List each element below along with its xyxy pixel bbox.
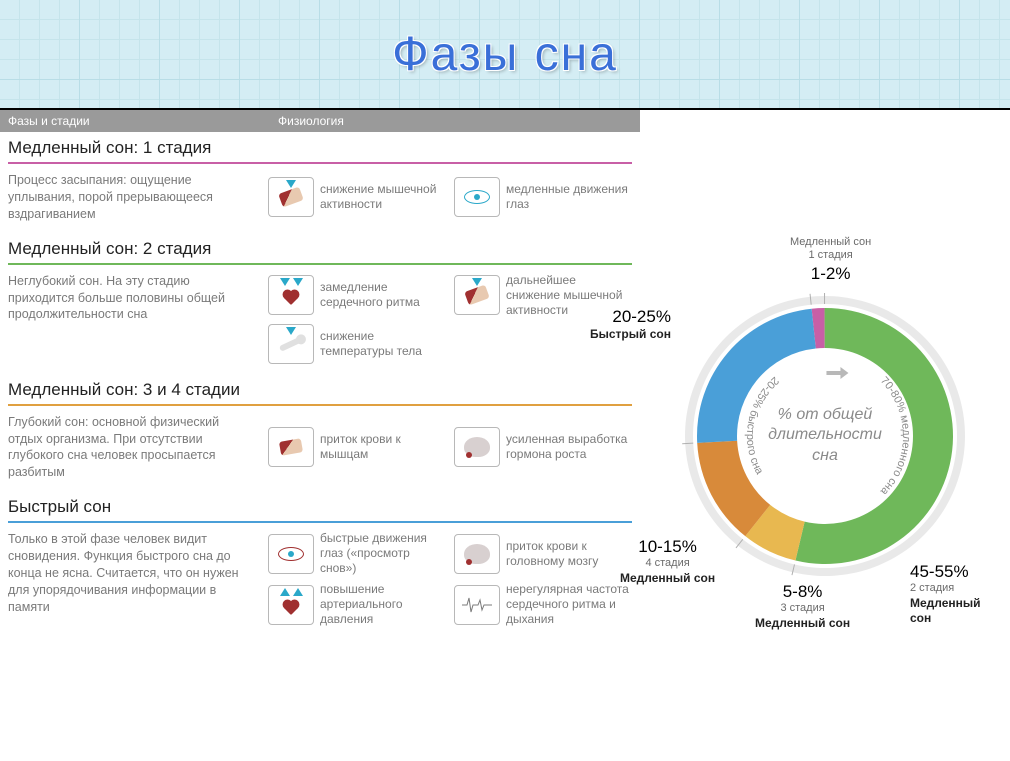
heart-down-icon — [268, 275, 314, 315]
donut-label-sub: 1 стадия — [790, 249, 871, 263]
physiology-text: снижение температуры тела — [320, 329, 446, 359]
stage-body: Неглубокий сон. На эту стадию приходится… — [8, 273, 632, 364]
arm-down2-icon — [454, 275, 500, 315]
left-panel: Фазы и стадии Физиология Медленный сон: … — [0, 110, 640, 761]
donut-segment-label: 45-55%2 стадияМедленный сон — [910, 561, 990, 626]
physiology-item: снижение температуры тела — [268, 324, 446, 364]
stage-block: Быстрый сон Только в этой фазе человек ви… — [0, 491, 640, 637]
column-header-phases: Фазы и стадии — [0, 114, 270, 128]
stage-title: Медленный сон: 1 стадия — [8, 138, 632, 164]
physiology-item: приток крови к головному мозгу — [454, 531, 632, 576]
physiology-item: нерегулярная частота сердечного ритма и … — [454, 582, 632, 627]
physiology-text: медленные движения глаз — [506, 182, 632, 212]
heart-up-icon — [268, 585, 314, 625]
physiology-text: усиленная выработка гормона роста — [506, 432, 632, 462]
wave-icon — [454, 585, 500, 625]
page-title: Фазы сна — [392, 27, 618, 82]
donut-label-name: Медленный сон — [755, 616, 850, 631]
donut-segment-label: 5-8%3 стадияМедленный сон — [755, 581, 850, 631]
donut-label-sub: 2 стадия — [910, 582, 990, 596]
content: Фазы и стадии Физиология Медленный сон: … — [0, 110, 1010, 761]
donut-segment-label: 10-15%4 стадияМедленный сон — [620, 536, 715, 586]
physiology-item: приток крови к мышцам — [268, 414, 446, 482]
donut-label-pct: 1-2% — [790, 263, 871, 284]
donut-segment-label: Медленный сон1 стадия1-2% — [790, 236, 871, 285]
donut-label-pct: 45-55% — [910, 561, 990, 582]
stage-block: Медленный сон: 1 стадия Процесс засыпания… — [0, 132, 640, 233]
physiology-item: быстрые движения глаз («просмотр снов») — [268, 531, 446, 576]
stage-block: Медленный сон: 3 и 4 стадии Глубокий сон:… — [0, 374, 640, 492]
physiology-text: быстрые движения глаз («просмотр снов») — [320, 531, 446, 576]
brain-hormone-icon — [454, 427, 500, 467]
donut-label-sub: 4 стадия — [620, 557, 715, 571]
eye-fast-icon — [268, 534, 314, 574]
stage-desc: Неглубокий сон. На эту стадию приходится… — [8, 273, 262, 364]
donut-segment-label: 20-25%Быстрый сон — [590, 306, 671, 342]
stage-block: Медленный сон: 2 стадия Неглубокий сон. Н… — [0, 233, 640, 374]
stage-body: Глубокий сон: основной физический отдых … — [8, 414, 632, 482]
physiology-list: приток крови к мышцам усиленная выработка… — [268, 414, 632, 482]
column-headers: Фазы и стадии Физиология — [0, 110, 640, 132]
stage-title: Медленный сон: 3 и 4 стадии — [8, 380, 632, 406]
donut-label-name: Медленный сон — [910, 596, 990, 626]
donut-chart: 20-25% быстрого сна70-80% медленного сна… — [660, 271, 990, 601]
eye-slow-icon — [454, 177, 500, 217]
stage-body: Процесс засыпания: ощущение уплывания, п… — [8, 172, 632, 223]
donut-label-name: Медленный сон — [790, 236, 871, 250]
physiology-text: нерегулярная частота сердечного ритма и … — [506, 582, 632, 627]
physiology-item: замедление сердечного ритма — [268, 273, 446, 318]
donut-center-label: % от общей длительности сна — [755, 404, 895, 466]
physiology-list: замедление сердечного ритмадальнейшее сн… — [268, 273, 632, 364]
stage-title: Быстрый сон — [8, 497, 632, 523]
physiology-item: повышение артериального давления — [268, 582, 446, 627]
donut-tick — [682, 443, 693, 444]
physiology-list: снижение мышечной активности медленные дв… — [268, 172, 632, 223]
physiology-text: снижение мышечной активности — [320, 182, 446, 212]
therm-down-icon — [268, 324, 314, 364]
stage-body: Только в этой фазе человек видит сновиде… — [8, 531, 632, 627]
physiology-text: повышение артериального давления — [320, 582, 446, 627]
stage-desc: Только в этой фазе человек видит сновиде… — [8, 531, 262, 627]
physiology-item: усиленная выработка гормона роста — [454, 414, 632, 482]
physiology-text: замедление сердечного ритма — [320, 280, 446, 310]
stage-desc: Процесс засыпания: ощущение уплывания, п… — [8, 172, 262, 223]
physiology-item: медленные движения глаз — [454, 172, 632, 223]
stage-desc: Глубокий сон: основной физический отдых … — [8, 414, 262, 482]
donut-label-sub: 3 стадия — [755, 602, 850, 616]
header-band: Фазы сна — [0, 0, 1010, 110]
stage-title: Медленный сон: 2 стадия — [8, 239, 632, 265]
physiology-list: быстрые движения глаз («просмотр снов») п… — [268, 531, 632, 627]
donut-label-name: Быстрый сон — [590, 327, 671, 342]
right-panel: 20-25% быстрого сна70-80% медленного сна… — [640, 110, 1010, 761]
brain-blood-icon — [454, 534, 500, 574]
column-header-physiology: Физиология — [270, 114, 640, 128]
arm-down-icon — [268, 177, 314, 217]
donut-label-name: Медленный сон — [620, 571, 715, 586]
donut-label-pct: 5-8% — [755, 581, 850, 602]
arm-blood-icon — [268, 427, 314, 467]
donut-label-pct: 10-15% — [620, 536, 715, 557]
physiology-text: приток крови к головному мозгу — [506, 539, 632, 569]
physiology-text: приток крови к мышцам — [320, 432, 446, 462]
physiology-item: снижение мышечной активности — [268, 172, 446, 223]
donut-label-pct: 20-25% — [590, 306, 671, 327]
donut-direction-arrow-icon — [826, 367, 848, 379]
